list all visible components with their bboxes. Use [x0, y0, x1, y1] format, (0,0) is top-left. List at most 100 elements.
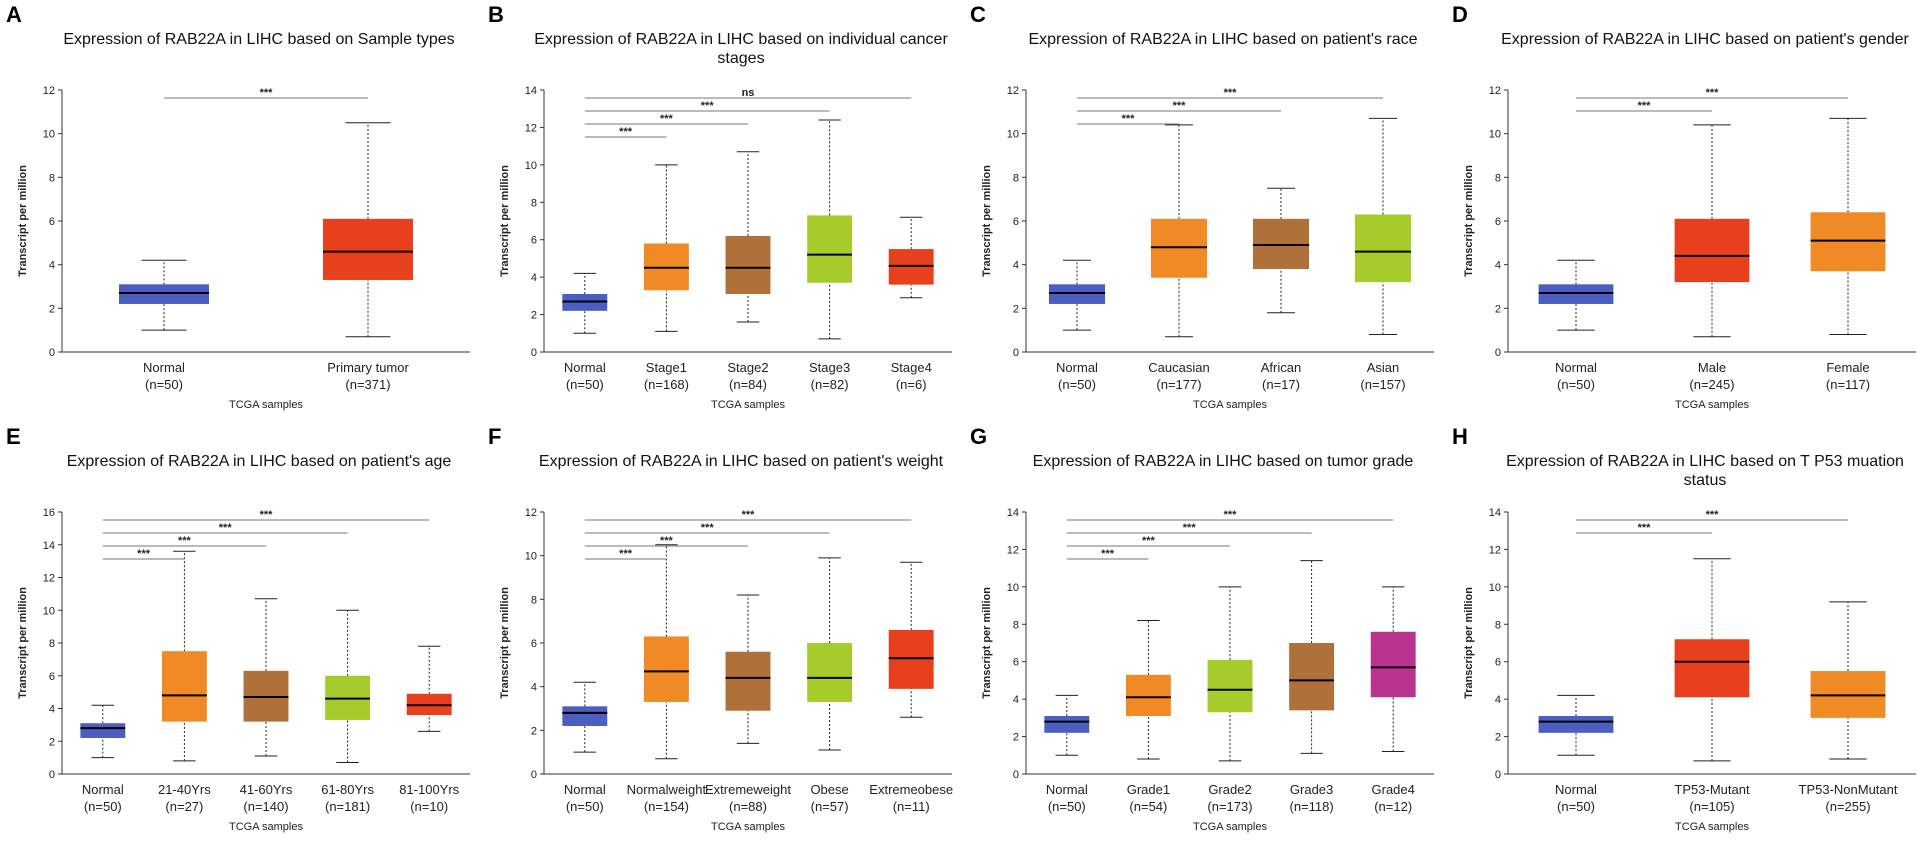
x-tick-label: Caucasian	[1148, 360, 1209, 375]
y-tick-label: 12	[1489, 85, 1501, 97]
panel-letter: E	[6, 424, 21, 449]
significance-label: ***	[260, 87, 274, 99]
y-tick-label: 4	[1495, 260, 1501, 272]
n-label: (n=177)	[1156, 377, 1201, 392]
significance-label: ***	[660, 113, 674, 125]
panel-title: Expression of RAB22A in LIHC based on in…	[522, 30, 960, 68]
box	[1125, 674, 1171, 716]
y-tick-label: 8	[531, 594, 537, 606]
title-line: Expression of RAB22A in LIHC based on pa…	[1501, 31, 1909, 48]
x-tick-label: TP53-NonMutant	[1799, 782, 1898, 797]
box	[1538, 284, 1614, 304]
panel-title: Expression of RAB22A in LIHC based on pa…	[1004, 30, 1442, 49]
n-label: (n=371)	[345, 377, 390, 392]
x-tick-label: Normal	[564, 782, 606, 797]
y-tick-label: 6	[531, 638, 537, 650]
y-tick-label: 14	[1489, 507, 1501, 519]
plot: 0 2 4 6 8 10 12 14 Transcript per million Normal (…	[499, 85, 952, 411]
x-tick-label: Extremeweight	[705, 782, 791, 797]
y-tick-label: 12	[525, 122, 537, 134]
box	[1370, 631, 1416, 698]
panel-letter: G	[970, 424, 988, 449]
box	[1538, 715, 1614, 733]
panel: D Expression of RAB22A in LIHC based on p…	[1446, 0, 1928, 422]
y-tick-label: 12	[43, 573, 55, 585]
panel-letter: H	[1452, 424, 1468, 449]
y-axis-label: Transcript per million	[17, 587, 29, 699]
y-tick-label: 4	[1013, 694, 1019, 706]
x-axis-label: TCGA samples	[1193, 399, 1267, 411]
x-tick-label: Grade2	[1208, 782, 1251, 797]
n-label: (n=154)	[644, 799, 689, 814]
n-label: (n=105)	[1689, 799, 1734, 814]
x-axis-label: TCGA samples	[229, 821, 303, 833]
y-tick-label: 0	[1013, 347, 1019, 359]
n-label: (n=50)	[1557, 799, 1595, 814]
x-axis-label: TCGA samples	[711, 821, 785, 833]
box	[323, 218, 413, 280]
significance-label: ***	[701, 522, 715, 534]
n-label: (n=10)	[410, 799, 448, 814]
significance-label: ***	[1122, 113, 1136, 125]
significance-label: ***	[701, 100, 715, 112]
box	[1354, 214, 1412, 283]
y-tick-label: 2	[1013, 303, 1019, 315]
y-tick-label: 4	[1013, 260, 1019, 272]
title-line: Expression of RAB22A in LIHC based on pa…	[538, 453, 944, 470]
title-line: Expression of RAB22A in LIHC based on pa…	[66, 453, 452, 470]
box	[1289, 643, 1335, 711]
box	[807, 215, 853, 283]
x-tick-label: Stage3	[809, 360, 850, 375]
x-tick-label: TP53-Mutant	[1674, 782, 1750, 797]
y-tick-label: 0	[49, 769, 55, 781]
y-tick-label: 4	[49, 260, 55, 272]
n-label: (n=140)	[243, 799, 288, 814]
y-tick-label: 12	[525, 507, 537, 519]
panel: B Expression of RAB22A in LIHC based on i…	[482, 0, 964, 422]
n-label: (n=88)	[729, 799, 767, 814]
y-axis-label: Transcript per million	[499, 587, 511, 699]
y-axis-label: Transcript per million	[17, 165, 29, 277]
significance-label: ***	[1183, 522, 1197, 534]
significance-label: ***	[219, 522, 233, 534]
y-tick-label: 2	[1495, 303, 1501, 315]
y-axis-label: Transcript per million	[1463, 587, 1475, 699]
n-label: (n=245)	[1689, 377, 1734, 392]
x-tick-label: Normal	[1555, 360, 1597, 375]
x-tick-label: Normal	[1555, 782, 1597, 797]
x-axis-label: TCGA samples	[711, 399, 785, 411]
n-label: (n=157)	[1360, 377, 1405, 392]
significance-label: ns	[742, 87, 755, 99]
panel-letter: C	[970, 2, 986, 27]
plot: 0 2 4 6 8 10 12 Transcript per million Normal (n=…	[17, 85, 470, 411]
box	[1674, 639, 1750, 698]
plot: 0 2 4 6 8 10 12 14 16 Transcript per million Norma…	[17, 507, 470, 833]
x-tick-label: Grade3	[1290, 782, 1333, 797]
x-axis-label: TCGA samples	[1193, 821, 1267, 833]
y-axis-label: Transcript per million	[1463, 165, 1475, 277]
n-label: (n=50)	[566, 799, 604, 814]
y-tick-label: 0	[1495, 347, 1501, 359]
y-tick-label: 12	[1007, 544, 1019, 556]
box	[1048, 284, 1106, 304]
plot: 0 2 4 6 8 10 12 Transcript per million Normal (n=…	[1463, 85, 1916, 411]
x-tick-label: Normal	[143, 360, 185, 375]
x-tick-label: Normalweight	[627, 782, 707, 797]
x-axis-label: TCGA samples	[1675, 399, 1749, 411]
box	[1252, 218, 1310, 270]
box	[1044, 715, 1090, 733]
n-label: (n=50)	[566, 377, 604, 392]
title-line: Expression of RAB22A in LIHC based on pa…	[1028, 31, 1418, 48]
significance-label: ***	[1224, 87, 1238, 99]
panel: E Expression of RAB22A in LIHC based on p…	[0, 422, 482, 844]
significance-label: ***	[1638, 522, 1652, 534]
box	[80, 723, 126, 738]
title-line: stages	[717, 50, 765, 67]
y-tick-label: 10	[525, 160, 537, 172]
panel-title: Expression of RAB22A in LIHC based on T …	[1486, 452, 1924, 490]
box	[1674, 218, 1750, 283]
panel-letter: D	[1452, 2, 1468, 27]
y-tick-label: 8	[49, 638, 55, 650]
x-axis-label: TCGA samples	[1675, 821, 1749, 833]
x-tick-label: Asian	[1367, 360, 1400, 375]
